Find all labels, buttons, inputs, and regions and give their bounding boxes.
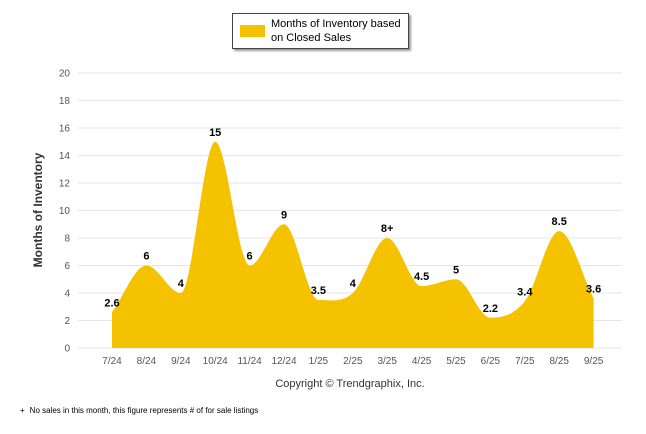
data-label: 4.5 bbox=[414, 271, 429, 283]
x-tick-label: 2/25 bbox=[343, 356, 363, 367]
x-tick-label: 3/25 bbox=[377, 356, 397, 367]
data-label: 15 bbox=[209, 127, 221, 139]
y-tick-label: 20 bbox=[59, 69, 71, 80]
x-tick-label: 9/24 bbox=[171, 356, 191, 367]
x-tick-label: 8/25 bbox=[549, 356, 569, 367]
data-label: 4 bbox=[350, 278, 357, 290]
legend: Months of Inventory based on Closed Sale… bbox=[232, 13, 409, 49]
x-tick-label: 12/24 bbox=[271, 356, 296, 367]
footnote-text: No sales in this month, this figure repr… bbox=[29, 406, 259, 415]
data-label: 3.5 bbox=[311, 285, 326, 297]
data-label: 4 bbox=[178, 278, 185, 290]
data-labels: 2.6 6 4 15 6 9 3.5 4 8+ 4.5 5 2.2 3.4 8.5 3.6 bbox=[104, 127, 601, 315]
data-label: 6 bbox=[247, 251, 253, 263]
x-tick-label: 10/24 bbox=[203, 356, 228, 367]
footnote-symbol: + bbox=[20, 406, 25, 415]
data-label: 2.6 bbox=[104, 297, 119, 309]
y-axis-label: Months of Inventory bbox=[31, 152, 45, 267]
legend-label: Months of Inventory based on Closed Sale… bbox=[271, 18, 401, 44]
x-tick-label: 7/25 bbox=[515, 356, 535, 367]
data-label: 3.6 bbox=[586, 284, 601, 296]
data-label: 8.5 bbox=[552, 216, 567, 228]
x-axis-label: Copyright © Trendgraphix, Inc. bbox=[275, 378, 424, 390]
area-fill bbox=[112, 141, 594, 348]
y-tick-label: 6 bbox=[64, 261, 70, 272]
footnote: + No sales in this month, this figure rep… bbox=[20, 406, 258, 415]
legend-swatch bbox=[240, 25, 265, 37]
y-tick-label: 2 bbox=[64, 316, 70, 327]
y-axis-ticks: 0 2 4 6 8 10 12 14 16 18 20 bbox=[59, 69, 71, 355]
data-label: 8+ bbox=[381, 223, 394, 235]
x-tick-label: 9/25 bbox=[584, 356, 604, 367]
data-label: 6 bbox=[143, 251, 149, 263]
y-tick-label: 16 bbox=[59, 124, 71, 135]
y-tick-label: 18 bbox=[59, 96, 71, 107]
y-tick-label: 0 bbox=[64, 344, 70, 355]
x-tick-label: 5/25 bbox=[446, 356, 466, 367]
data-label: 2.2 bbox=[483, 303, 498, 315]
x-tick-label: 4/25 bbox=[412, 356, 432, 367]
x-tick-label: 6/25 bbox=[481, 356, 501, 367]
x-tick-label: 8/24 bbox=[137, 356, 157, 367]
x-tick-label: 1/25 bbox=[309, 356, 329, 367]
data-label: 9 bbox=[281, 209, 287, 221]
y-tick-label: 4 bbox=[64, 289, 70, 300]
y-tick-label: 12 bbox=[59, 179, 71, 190]
data-label: 3.4 bbox=[517, 286, 533, 298]
x-tick-label: 7/24 bbox=[102, 356, 122, 367]
data-label: 5 bbox=[453, 264, 459, 276]
y-tick-label: 14 bbox=[59, 151, 71, 162]
y-tick-label: 8 bbox=[64, 234, 70, 245]
x-axis-ticks: 7/24 8/24 9/24 10/24 11/24 12/24 1/25 2/25 3/25 4… bbox=[102, 356, 604, 367]
y-tick-label: 10 bbox=[59, 206, 71, 217]
x-tick-label: 11/24 bbox=[237, 356, 262, 367]
area-series bbox=[112, 141, 594, 348]
